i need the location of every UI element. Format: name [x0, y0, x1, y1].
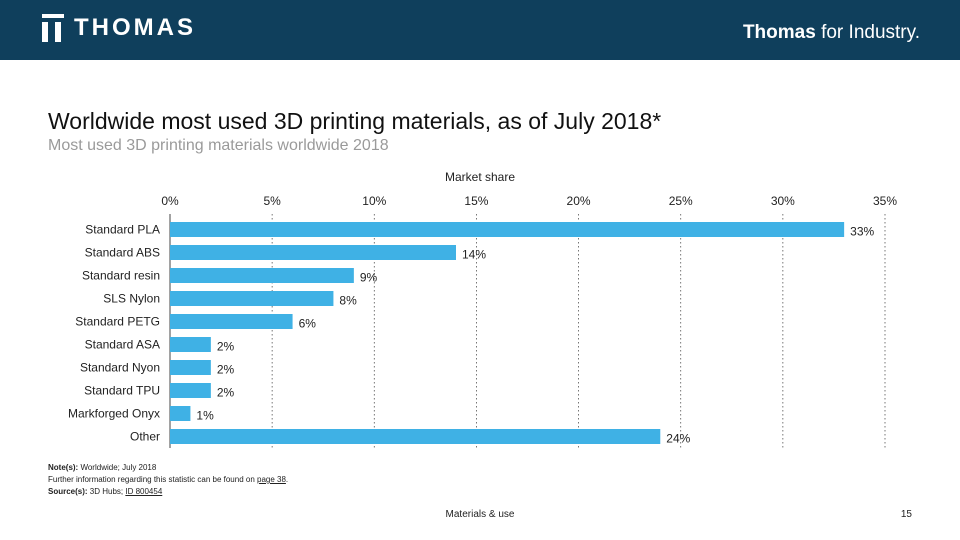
x-tick-label: 35% [873, 194, 897, 208]
thomas-logo-icon [42, 14, 64, 42]
page-link[interactable]: page 38 [257, 475, 286, 484]
category-label: SLS Nylon [103, 292, 160, 306]
bar [170, 429, 661, 444]
category-label: Standard Nyon [80, 361, 160, 375]
data-label: 2% [217, 386, 235, 400]
data-label: 24% [666, 432, 690, 446]
x-axis-label: Market share [444, 170, 516, 184]
bar [170, 406, 191, 421]
x-tick-label: 0% [161, 194, 179, 208]
x-tick-label: 10% [362, 194, 386, 208]
x-tick-label: 15% [464, 194, 488, 208]
source-id-link[interactable]: ID 800454 [125, 487, 163, 496]
data-label: 14% [462, 248, 486, 262]
data-label: 2% [217, 340, 235, 354]
data-label: 1% [196, 409, 214, 423]
info-line: Further information regarding this stati… [48, 475, 289, 484]
bar [170, 291, 334, 306]
data-label: 8% [339, 294, 357, 308]
x-tick-label: 30% [771, 194, 795, 208]
x-tick-label: 25% [669, 194, 693, 208]
category-label: Other [130, 430, 160, 444]
category-label: Standard resin [82, 269, 160, 283]
bar [170, 268, 354, 283]
bar [170, 383, 211, 398]
bar [170, 245, 456, 260]
thomas-logo: THOMAS [42, 13, 196, 43]
logo-text: THOMAS [74, 14, 196, 41]
source-line: Source(s): 3D Hubs; ID 800454 [48, 487, 163, 496]
chart-title: Worldwide most used 3D printing material… [48, 108, 662, 134]
bar [170, 314, 293, 329]
x-tick-label: 20% [567, 194, 591, 208]
data-label: 6% [299, 317, 317, 331]
tagline-rest: for Industry. [815, 22, 920, 43]
chart-subtitle: Most used 3D printing materials worldwid… [48, 137, 389, 154]
data-label: 2% [217, 363, 235, 377]
category-label: Standard ABS [85, 246, 160, 260]
header-bar: THOMAS Thomas for Industry. [0, 0, 960, 60]
bar [170, 337, 211, 352]
note-line: Note(s): Worldwide; July 2018 [48, 463, 157, 472]
tagline-bold: Thomas [742, 22, 816, 43]
category-label: Standard TPU [84, 384, 160, 398]
data-label: 9% [360, 271, 378, 285]
category-label: Markforged Onyx [68, 407, 160, 421]
category-label: Standard PLA [85, 223, 160, 237]
category-label: Standard ASA [85, 338, 160, 352]
bar [170, 360, 211, 375]
page-number: 15 [900, 509, 912, 520]
bar [170, 222, 845, 237]
tagline: Thomas for Industry. [743, 22, 920, 44]
x-tick-label: 5% [263, 194, 281, 208]
data-label: 33% [850, 225, 874, 239]
notes-block: Note(s): Worldwide; July 2018 Further in… [48, 462, 288, 498]
footer-section: Materials & use [445, 509, 515, 520]
category-label: Standard PETG [75, 315, 160, 329]
